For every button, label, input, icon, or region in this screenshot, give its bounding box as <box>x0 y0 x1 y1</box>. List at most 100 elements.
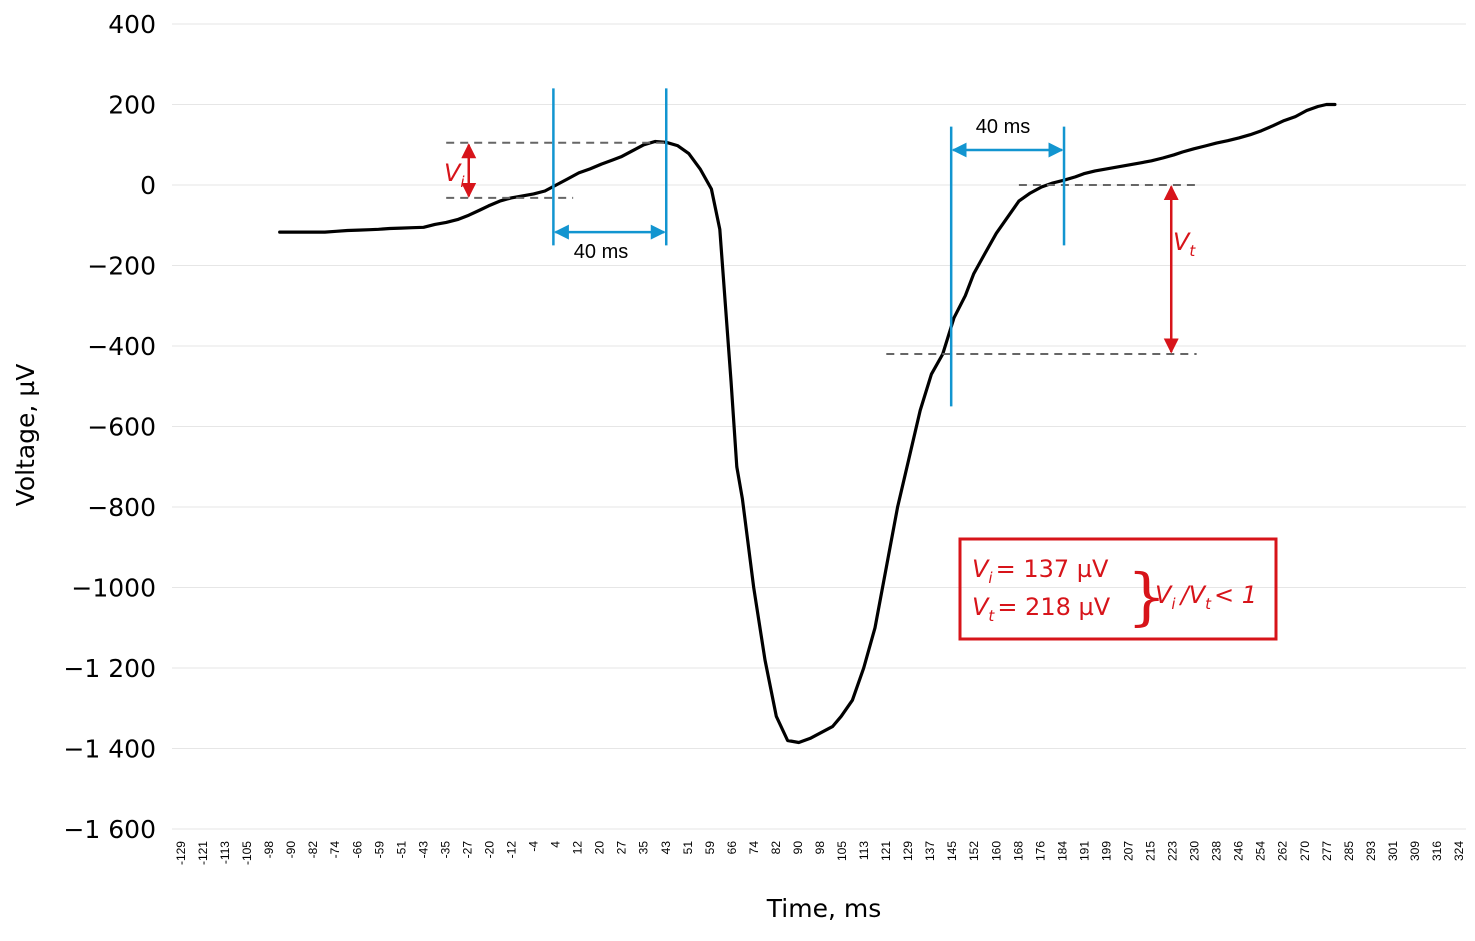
x-tick-label: 238 <box>1210 841 1224 861</box>
result-vt-value: = 218 µV <box>997 593 1110 621</box>
x-tick-label: 113 <box>857 841 871 860</box>
x-tick-label: 43 <box>659 841 673 855</box>
x-tick-label: 316 <box>1430 841 1444 861</box>
x-tick-label: 137 <box>923 841 937 861</box>
x-tick-label: 160 <box>989 841 1003 861</box>
x-tick-label: 145 <box>945 841 959 861</box>
x-tick-label: 168 <box>1011 841 1025 861</box>
x-tick-label: -20 <box>482 841 496 859</box>
x-tick-label: -98 <box>262 841 276 859</box>
annotations <box>446 88 1197 407</box>
y-tick-label: −1 200 <box>63 654 156 683</box>
x-tick-label: -51 <box>394 841 408 859</box>
x-tick-label: 309 <box>1408 841 1422 861</box>
y-tick-label: −1 600 <box>63 815 156 844</box>
right-window-label: 40 ms <box>976 116 1030 138</box>
result-vi-var: V <box>972 555 990 583</box>
x-tick-label: 105 <box>835 841 849 861</box>
y-tick-label: −600 <box>87 413 156 442</box>
x-tick-label: -82 <box>306 841 320 859</box>
x-tick-label: 66 <box>725 841 739 855</box>
result-line-vt: Vt = 218 µV <box>972 593 1111 625</box>
x-tick-label: 35 <box>637 841 651 855</box>
x-tick-label: -66 <box>350 841 364 859</box>
ratio-var2: V <box>1189 581 1207 609</box>
vt-marker-var: V <box>1173 228 1191 256</box>
x-tick-label: 4 <box>549 841 563 848</box>
ratio-var1: V <box>1155 581 1173 609</box>
x-tick-label: 20 <box>593 841 607 855</box>
x-tick-label: 254 <box>1254 841 1268 861</box>
x-tick-label: 152 <box>967 841 981 861</box>
result-box <box>958 537 1278 641</box>
x-tick-label: -105 <box>240 841 254 865</box>
x-tick-label: 199 <box>1099 841 1113 861</box>
x-tick-label: 129 <box>901 841 915 861</box>
x-tick-label: -4 <box>527 841 541 852</box>
x-tick-label: -59 <box>372 841 386 859</box>
x-tick-label: 59 <box>703 841 717 855</box>
x-tick-label: 293 <box>1364 841 1378 861</box>
x-axis-title: Time, ms <box>766 894 881 923</box>
x-tick-label: -12 <box>505 841 519 859</box>
ratio-rest: < 1 <box>1214 581 1257 609</box>
x-tick-label: 121 <box>879 841 893 861</box>
x-tick-label: -27 <box>460 841 474 859</box>
vt-marker-sub: t <box>1189 242 1196 260</box>
x-tick-label: -129 <box>174 841 188 865</box>
x-tick-label: -121 <box>196 841 210 865</box>
x-tick-label: 184 <box>1055 841 1069 861</box>
y-tick-label: 400 <box>108 10 156 39</box>
x-tick-label: 246 <box>1232 841 1246 861</box>
y-tick-label: −200 <box>87 252 156 281</box>
vi-marker-var: V <box>444 159 462 187</box>
x-tick-label: -113 <box>218 841 232 864</box>
plot-area <box>278 102 1337 745</box>
x-tick-label: -90 <box>284 841 298 859</box>
y-tick-label: −1000 <box>71 574 156 603</box>
result-brace: } <box>1127 560 1166 633</box>
x-tick-label: 270 <box>1298 841 1312 861</box>
result-line-vi: Vi = 137 µV <box>972 555 1109 587</box>
result-vi-value: = 137 µV <box>996 555 1109 583</box>
result-vt-sub: t <box>988 607 995 625</box>
y-tick-label: −800 <box>87 493 156 522</box>
x-tick-label: -35 <box>438 841 452 859</box>
x-tick-label: 27 <box>615 841 629 855</box>
x-tick-label: 12 <box>571 841 585 855</box>
x-tick-label: 51 <box>681 841 695 855</box>
ratio-sub1: i <box>1171 595 1176 613</box>
y-tick-label: −1 400 <box>63 735 156 764</box>
y-tick-label: 200 <box>108 91 156 120</box>
x-axis-ticks: -129 -121 -113 -105 -98 -90 -82 -74 -66 -59 -51 -43… <box>174 841 1466 865</box>
left-window-label: 40 ms <box>574 241 628 263</box>
vi-marker-sub: i <box>460 173 465 191</box>
y-tick-label: 0 <box>140 171 156 200</box>
y-tick-label: −400 <box>87 332 156 361</box>
y-axis-ticks: 400 200 0 −200 −400 −600 −800 −1000 −1 200 −1 400… <box>63 10 156 844</box>
x-tick-label: 230 <box>1188 841 1202 861</box>
ratio-slash: / <box>1179 581 1192 609</box>
x-tick-label: 324 <box>1452 841 1466 861</box>
gridlines <box>172 23 1466 830</box>
x-tick-label: 98 <box>813 841 827 855</box>
x-tick-label: 90 <box>791 841 805 855</box>
vt-marker-label: Vt <box>1173 228 1196 260</box>
x-tick-label: 191 <box>1077 841 1091 861</box>
x-tick-label: 285 <box>1342 841 1356 861</box>
result-vi-sub: i <box>988 569 993 587</box>
x-tick-label: 215 <box>1144 841 1158 861</box>
x-tick-label: 223 <box>1166 841 1180 861</box>
x-tick-label: 262 <box>1276 841 1290 861</box>
y-axis-title: Voltage, µV <box>11 364 40 507</box>
result-ratio: Vi/Vt < 1 <box>1155 581 1257 613</box>
x-tick-label: 74 <box>747 841 761 855</box>
x-tick-label: 82 <box>769 841 783 855</box>
result-vt-var: V <box>972 593 990 621</box>
x-tick-label: 207 <box>1121 841 1135 861</box>
x-tick-label: 301 <box>1386 841 1400 861</box>
ratio-sub2: t <box>1205 595 1212 613</box>
x-tick-label: 176 <box>1033 841 1047 861</box>
vi-marker-label: Vi <box>444 159 465 191</box>
